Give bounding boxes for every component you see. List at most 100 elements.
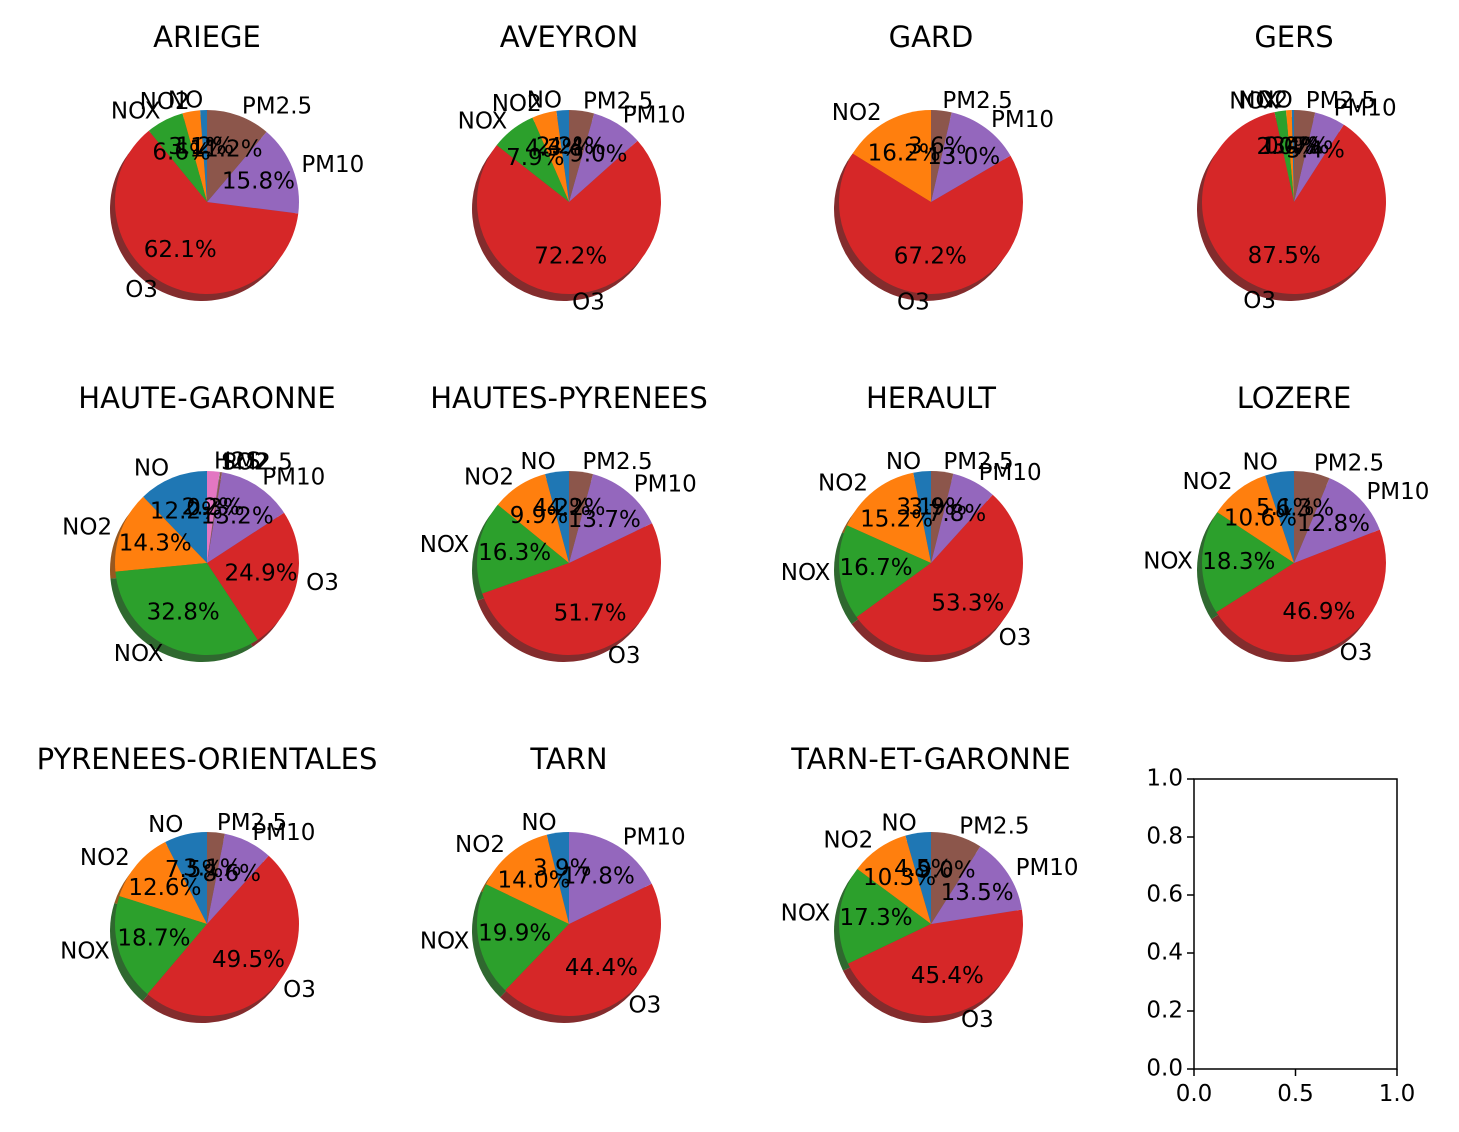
slice-label-pm2-5: PM2.5 <box>942 88 1012 114</box>
slice-percent-o3: 87.5% <box>1248 243 1321 269</box>
slice-percent-nox: 18.3% <box>1202 549 1275 575</box>
slice-label-no: NO <box>886 449 921 475</box>
pie-slice-pm2-5 <box>1294 110 1316 202</box>
pie-slice-no2 <box>1217 475 1294 563</box>
slice-label-pm10: PM10 <box>979 460 1042 486</box>
pie-slice-h2s <box>207 471 220 563</box>
slice-label-no2: NO2 <box>80 845 130 871</box>
pie-haute-garonne: HAUTE-GARONNE NO 12.2% NO2 14.3% NOX 32.8% O3 24… <box>62 381 339 667</box>
pie-slice-pm10 <box>931 846 1022 924</box>
pie-aveyron: AVEYRON NO 2.2% NO2 4.3% NOX 7.9% O3 72.2% PM10 9.… <box>458 20 686 316</box>
slice-label-pm10: PM10 <box>991 107 1054 133</box>
slice-label-o3: O3 <box>125 277 158 303</box>
slice-label-nox: NOX <box>111 99 161 125</box>
pie-slice-pm2-5 <box>931 110 952 202</box>
slice-label-o3: O3 <box>628 992 661 1018</box>
slice-percent-no2: 9.9% <box>510 503 568 529</box>
y-tick-label: 1.0 <box>1146 766 1183 792</box>
slice-label-no: NO <box>168 87 203 113</box>
slice-percent-no: 4.5% <box>894 856 952 882</box>
pie-slice-no <box>200 110 207 202</box>
slice-percent-pm2-5: 4.4% <box>547 134 605 160</box>
pie-slice-pm10 <box>931 112 1011 202</box>
y-tick-label: 0.6 <box>1146 882 1183 908</box>
chart-title: HERAULT <box>866 381 996 415</box>
slice-percent-pm2-5: 11.2% <box>189 137 262 163</box>
pie-slice-no2 <box>852 110 931 202</box>
pie-slice-nox <box>115 563 258 656</box>
slice-percent-pm10: 13.0% <box>927 144 1000 170</box>
pie-slice-nox <box>496 117 569 202</box>
slice-percent-nox: 16.3% <box>478 540 551 566</box>
slice-percent-pm10: 5.4% <box>1286 138 1344 164</box>
pie-slice-nox <box>477 884 569 991</box>
pie-ariege: ARIEGE NO 1.2% NO2 3.1% NOX 6.6% O3 62.1% PM1015.… <box>110 20 364 303</box>
slice-label-pm2-5: PM2.5 <box>223 449 293 475</box>
slice-percent-pm10: 13.2% <box>201 503 274 529</box>
slice-label-o3: O3 <box>961 1007 994 1033</box>
pie-slice-so2 <box>207 471 221 563</box>
slice-label-no2: NO2 <box>1183 469 1233 495</box>
pie-slice-pm2-5 <box>207 471 222 563</box>
slice-label-no: NO <box>527 88 562 114</box>
slice-label-no: NO <box>1243 450 1278 476</box>
slice-label-nox: NOX <box>114 641 164 667</box>
slice-percent-o3: 49.5% <box>212 947 285 973</box>
slice-percent-pm10: 13.7% <box>568 507 641 533</box>
slice-percent-o3: 72.2% <box>534 244 607 270</box>
slice-label-pm10: PM10 <box>623 825 686 851</box>
slice-percent-nox: 18.7% <box>117 926 190 952</box>
pie-slice-pm2-5 <box>207 110 267 202</box>
y-tick-label: 0.0 <box>1146 1056 1183 1082</box>
pie-slice-no2 <box>532 110 569 202</box>
slice-percent-nox: 32.8% <box>147 599 220 625</box>
pie-slice-pm10 <box>207 131 299 214</box>
slice-percent-pm10: 13.5% <box>941 880 1014 906</box>
slice-label-nox: NOX <box>458 108 508 134</box>
slice-percent-no: 1.2% <box>176 133 234 159</box>
slice-percent-o3: 62.1% <box>144 237 217 263</box>
chart-title: TARN-ET-GARONNE <box>790 742 1071 776</box>
slice-label-no: NO <box>134 456 169 482</box>
slice-percent-nox: 16.7% <box>840 555 913 581</box>
slice-label-o3: O3 <box>306 570 339 596</box>
chart-title: AVEYRON <box>500 20 639 54</box>
pie-slice-nox <box>477 504 569 594</box>
pie-slice-o3 <box>1202 112 1386 294</box>
slice-label-no: NO <box>520 449 555 475</box>
slice-label-no2: NO2 <box>455 832 505 858</box>
slice-label-pm2-5: PM2.5 <box>217 810 287 836</box>
pie-slice-o3 <box>147 855 299 1016</box>
slice-label-no: NO <box>521 810 556 836</box>
slice-percent-pm2-5: 4.2% <box>547 495 605 521</box>
slice-percent-nox: 2.0% <box>1256 134 1314 160</box>
slice-percent-no2: 16.2% <box>868 140 941 166</box>
slice-label-pm2-5: PM2.5 <box>582 449 652 475</box>
pie-slice-o3 <box>1216 529 1386 655</box>
slice-label-so2: SO2 <box>221 449 268 475</box>
pie-lozere: LOZERE NO 5.1% NO2 10.6% NOX 18.3% O3 46.9% PM10 1… <box>1143 381 1429 666</box>
chart-title: HAUTES-PYRENEES <box>430 381 708 415</box>
y-tick-label: 0.4 <box>1146 940 1183 966</box>
pie-slice-o3 <box>115 130 299 294</box>
pie-slice-no2 <box>1285 110 1294 202</box>
pie-slice-nox <box>839 868 931 964</box>
slice-percent-o3: 67.2% <box>894 244 967 270</box>
slice-percent-pm2-5: 6.3% <box>1276 495 1334 521</box>
slice-label-o3: O3 <box>999 625 1032 651</box>
pie-slice-o3 <box>207 512 300 640</box>
slice-percent-no2: 3.1% <box>168 134 226 160</box>
slice-label-nox: NOX <box>60 938 110 964</box>
slice-percent-h2s: 2.2% <box>182 494 240 520</box>
pie-gers: GERS NO 0.4% NO2 1.0% NOX 2.0% O3 87.5% PM10 5.4% P… <box>1197 20 1397 314</box>
slice-percent-o3: 51.7% <box>554 600 627 626</box>
pie-slice-pm10 <box>207 833 269 924</box>
pie-slice-nox <box>1202 512 1294 613</box>
slice-label-pm10: PM10 <box>252 820 315 846</box>
slice-percent-pm2-5: 3.9% <box>909 495 967 521</box>
slice-label-h2s: H2S <box>214 449 261 475</box>
slice-percent-o3: 45.4% <box>911 963 984 989</box>
pie-slice-pm2-5 <box>569 471 593 563</box>
slice-label-nox: NOX <box>781 560 831 586</box>
pie-slice-no <box>546 832 569 924</box>
